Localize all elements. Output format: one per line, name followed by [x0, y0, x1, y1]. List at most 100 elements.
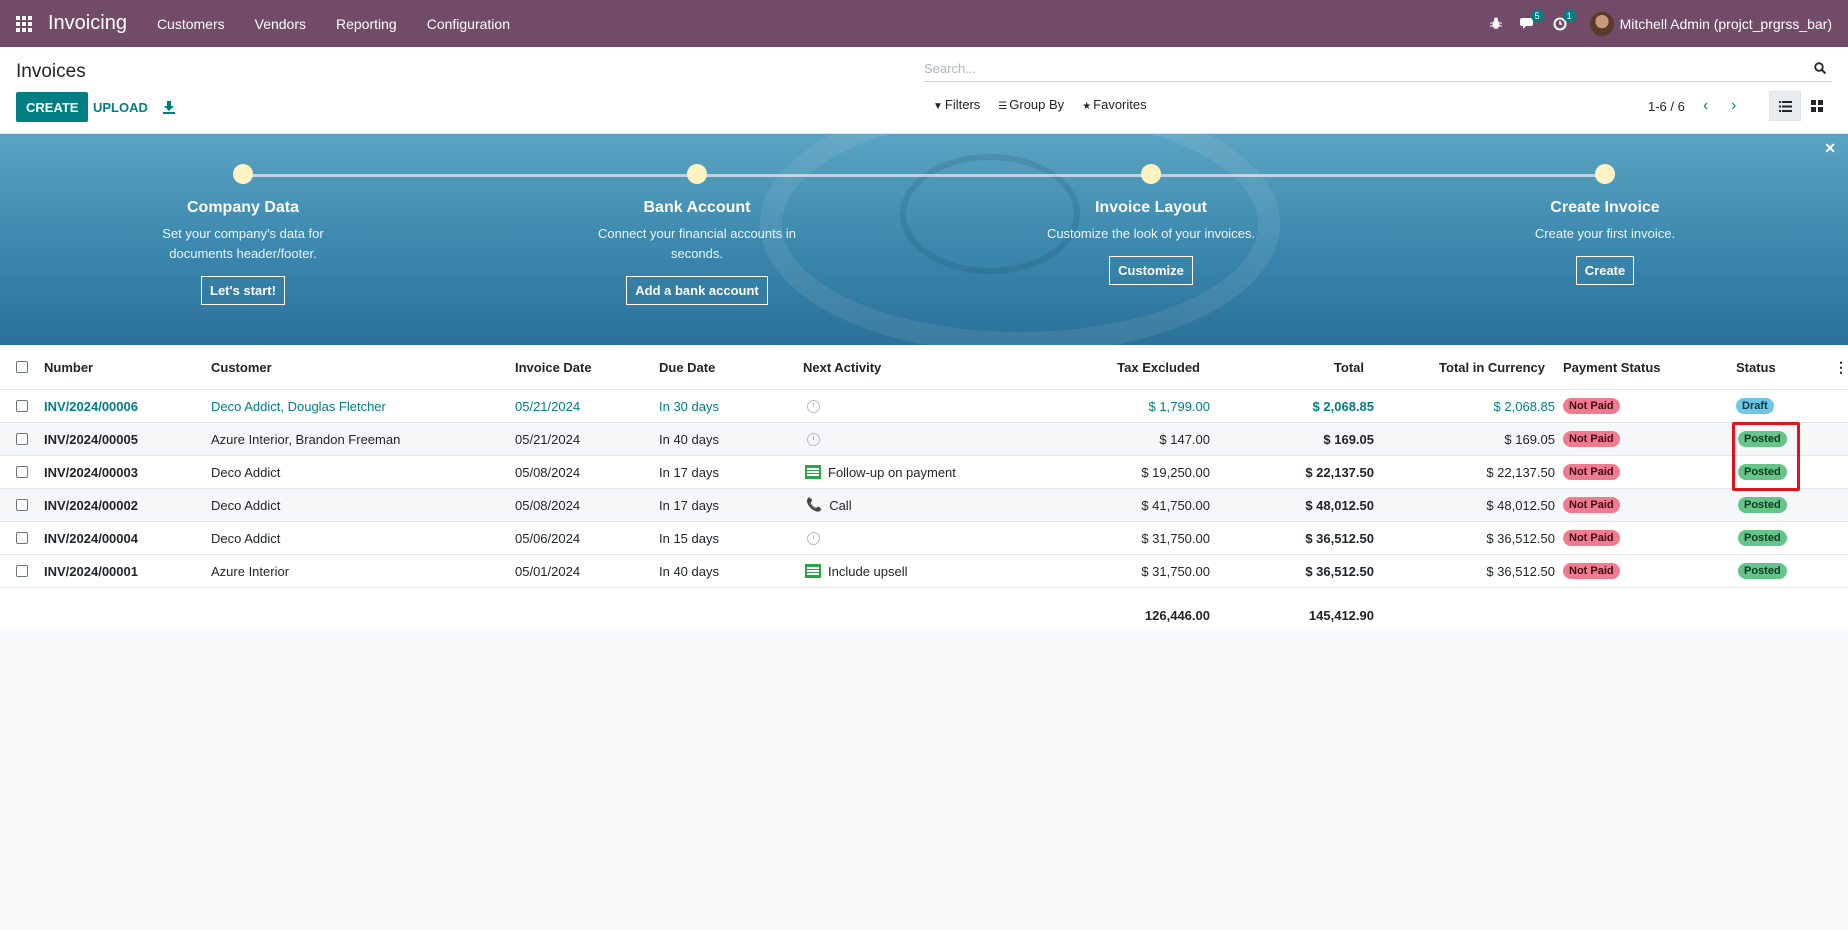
optional-columns-icon[interactable]: ⋮ [1834, 358, 1848, 375]
total-in-currency: $ 169.05 [1504, 431, 1555, 447]
download-icon[interactable] [160, 92, 178, 122]
activity-clock-icon[interactable] [807, 522, 820, 554]
pager-value[interactable]: 1-6 / 6 [1648, 99, 1685, 114]
activity-clock-icon[interactable] [807, 423, 820, 455]
invoice-date: 05/21/2024 [515, 398, 581, 414]
total: $ 169.05 [1323, 431, 1374, 447]
upload-button[interactable]: UPLOAD [93, 99, 148, 115]
row-checkbox[interactable] [16, 555, 28, 587]
invoice-number[interactable]: INV/2024/00001 [44, 563, 138, 579]
app-name[interactable]: Invoicing [48, 12, 127, 34]
menu-configuration[interactable]: Configuration [426, 15, 510, 32]
kanban-view-icon[interactable] [1801, 91, 1833, 121]
invoice-date: 05/08/2024 [515, 464, 581, 480]
create-button[interactable]: CREATE [16, 92, 89, 122]
table-row[interactable]: INV/2024/00002 Deco Addict 05/08/2024 In… [0, 489, 1848, 522]
column-customer[interactable]: Customer [211, 359, 272, 375]
activity-todo[interactable]: Include upsell [805, 555, 908, 587]
table-row[interactable]: INV/2024/00001 Azure Interior 05/01/2024… [0, 555, 1848, 588]
menu-vendors[interactable]: Vendors [254, 15, 306, 32]
invoice-customer[interactable]: Deco Addict [211, 464, 281, 480]
column-total[interactable]: Total [1333, 359, 1364, 375]
step-company-data: Company Data Set your company's data for… [133, 164, 353, 305]
close-icon[interactable]: ✕ [1824, 140, 1836, 156]
row-checkbox[interactable] [16, 522, 28, 554]
clock-icon[interactable]: 1 [1544, 0, 1576, 47]
column-number[interactable]: Number [44, 359, 94, 375]
row-checkbox[interactable] [16, 456, 28, 488]
favorites-button[interactable]: ★ Favorites [1082, 97, 1147, 112]
chevron-left-icon[interactable]: ‹ [1703, 97, 1709, 114]
invoice-customer[interactable]: Deco Addict [211, 530, 281, 546]
total-in-currency: $ 36,512.50 [1486, 563, 1555, 579]
step-bank-account: Bank Account Connect your financial acco… [587, 164, 807, 305]
menu-customers[interactable]: Customers [156, 15, 225, 32]
due-date: In 30 days [659, 398, 719, 414]
search-bar [924, 56, 1832, 82]
column-total-in-currency[interactable]: Total in Currency [1439, 359, 1545, 375]
group-by-button[interactable]: ☰ Group By [998, 97, 1065, 112]
activity-call[interactable]: 📞 Call [806, 497, 852, 513]
tax-excluded-total: 126,446.00 [1144, 608, 1210, 623]
bug-icon[interactable] [1480, 0, 1512, 47]
user-menu[interactable]: Mitchell Admin (projct_prgrss_bar) [1619, 15, 1832, 32]
add-bank-account-button[interactable]: Add a bank account [626, 276, 768, 305]
invoice-customer[interactable]: Azure Interior, Brandon Freeman [211, 431, 401, 447]
invoice-customer[interactable]: Azure Interior [211, 563, 290, 579]
list-icon: ☰ [998, 101, 1008, 112]
chat-icon[interactable]: 5 [1512, 0, 1544, 47]
table-row[interactable]: INV/2024/00003 Deco Addict 05/08/2024 In… [0, 456, 1848, 489]
search-options: ▼ Filters ☰ Group By ★ Favorites [933, 97, 1147, 112]
step-title: Create Invoice [1550, 199, 1660, 216]
search-icon[interactable] [1814, 61, 1832, 77]
step-dot [1595, 164, 1615, 184]
select-all-checkbox[interactable] [16, 345, 28, 389]
total-in-currency: $ 22,137.50 [1486, 464, 1555, 480]
row-checkbox[interactable] [16, 489, 28, 521]
onboarding-banner: ✕ Company Data Set your company's data f… [0, 134, 1848, 345]
row-checkbox[interactable] [16, 390, 28, 422]
list-view-icon[interactable] [1769, 91, 1801, 121]
payment-status-badge: Not Paid [1563, 423, 1620, 455]
column-status[interactable]: Status [1736, 359, 1776, 375]
due-date: In 17 days [659, 497, 719, 513]
table-row[interactable]: INV/2024/00004 Deco Addict 05/06/2024 In… [0, 522, 1848, 555]
payment-status-badge: Not Paid [1563, 390, 1620, 422]
invoice-number[interactable]: INV/2024/00002 [44, 497, 138, 513]
todo-icon [805, 465, 821, 479]
column-due-date[interactable]: Due Date [659, 359, 716, 375]
chevron-right-icon[interactable]: › [1731, 97, 1737, 114]
avatar[interactable] [1589, 11, 1614, 36]
activity-todo[interactable]: Follow-up on payment [805, 456, 956, 488]
create-invoice-button[interactable]: Create [1575, 256, 1635, 285]
invoice-date: 05/01/2024 [515, 563, 581, 579]
column-tax-excluded[interactable]: Tax Excluded [1117, 359, 1200, 375]
table-row[interactable]: INV/2024/00005 Azure Interior, Brandon F… [0, 423, 1848, 456]
step-dot [233, 164, 253, 184]
invoice-customer[interactable]: Deco Addict, Douglas Fletcher [211, 398, 386, 414]
lets-start-button[interactable]: Let's start! [201, 276, 285, 305]
view-switcher [1769, 91, 1833, 121]
activity-clock-icon[interactable] [807, 390, 820, 422]
invoice-number[interactable]: INV/2024/00004 [44, 530, 138, 546]
invoice-number[interactable]: INV/2024/00005 [44, 431, 138, 447]
invoice-number[interactable]: INV/2024/00003 [44, 464, 138, 480]
invoice-number[interactable]: INV/2024/00006 [44, 398, 138, 414]
table-row[interactable]: INV/2024/00006 Deco Addict, Douglas Flet… [0, 390, 1848, 423]
phone-icon: 📞 [806, 497, 823, 512]
column-next-activity[interactable]: Next Activity [803, 359, 882, 375]
customize-button[interactable]: Customize [1109, 256, 1193, 285]
column-payment-status[interactable]: Payment Status [1563, 359, 1661, 375]
invoice-customer[interactable]: Deco Addict [211, 497, 281, 513]
total: $ 48,012.50 [1305, 497, 1374, 513]
search-input[interactable] [924, 61, 1814, 76]
total-in-currency: $ 48,012.50 [1486, 497, 1555, 513]
tax-excluded: $ 41,750.00 [1141, 497, 1210, 513]
filters-button[interactable]: ▼ Filters [933, 97, 981, 112]
menu-reporting[interactable]: Reporting [336, 15, 397, 32]
row-checkbox[interactable] [16, 423, 28, 455]
banner-glasses-decoration [900, 154, 1080, 274]
payment-status-badge: Not Paid [1563, 522, 1620, 554]
apps-menu-icon[interactable] [0, 0, 48, 47]
column-invoice-date[interactable]: Invoice Date [515, 359, 592, 375]
